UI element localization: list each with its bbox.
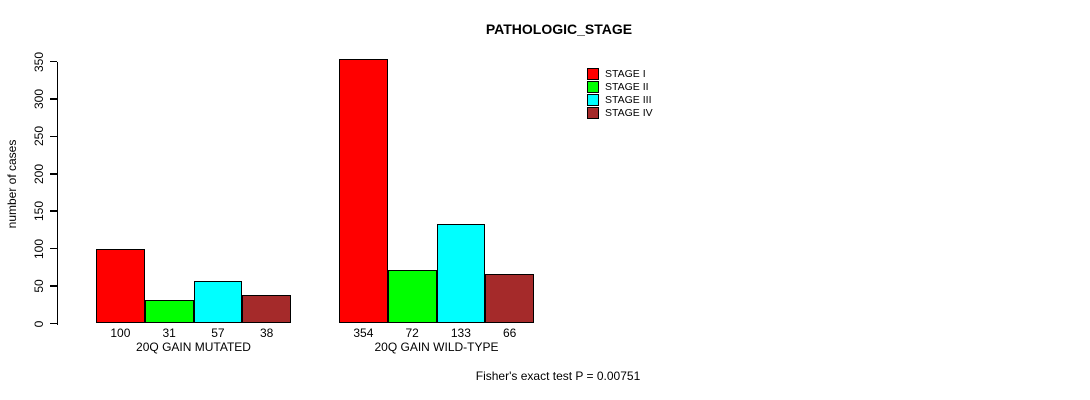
y-axis-tick bbox=[49, 247, 57, 250]
bar-value-label: 72 bbox=[405, 326, 419, 340]
legend-label: STAGE I bbox=[605, 67, 646, 80]
y-axis-tick bbox=[49, 322, 57, 325]
bar bbox=[387, 269, 437, 324]
bar bbox=[485, 274, 534, 324]
legend-swatch-icon bbox=[587, 67, 599, 80]
bar-value-label: 66 bbox=[502, 326, 517, 340]
y-tick-label: 350 bbox=[31, 51, 46, 72]
y-tick-label: 0 bbox=[31, 320, 46, 327]
bar-value-label: 133 bbox=[450, 326, 471, 340]
bar-value-label: 100 bbox=[110, 326, 131, 340]
legend-label: STAGE IV bbox=[605, 106, 653, 119]
bar bbox=[144, 300, 194, 324]
y-tick-label: 250 bbox=[31, 126, 46, 147]
bar bbox=[242, 295, 291, 324]
chart-title: PATHOLOGIC_STAGE bbox=[485, 21, 633, 37]
y-axis-tick bbox=[49, 173, 57, 175]
legend-label: STAGE III bbox=[605, 93, 652, 106]
y-axis-tick bbox=[49, 285, 57, 287]
bar-value-label: 57 bbox=[211, 326, 225, 340]
footnote-text: Fisher's exact test P = 0.00751 bbox=[475, 369, 641, 383]
y-tick-label: 100 bbox=[31, 238, 46, 259]
y-axis-tick bbox=[49, 98, 57, 100]
y-tick-label: 150 bbox=[31, 201, 46, 222]
legend-item: STAGE III bbox=[587, 93, 653, 106]
legend-item: STAGE II bbox=[587, 80, 653, 93]
legend-label: STAGE II bbox=[605, 80, 649, 93]
legend-swatch-icon bbox=[587, 93, 599, 106]
y-tick-label: 300 bbox=[31, 88, 46, 109]
x-group-label: 20Q GAIN MUTATED bbox=[136, 340, 251, 354]
y-tick-label: 200 bbox=[31, 163, 46, 184]
bar-value-label: 38 bbox=[259, 326, 274, 340]
bar bbox=[193, 280, 243, 324]
legend: STAGE I STAGE II STAGE III STAGE IV bbox=[587, 67, 653, 119]
bar bbox=[96, 248, 145, 324]
y-axis-line bbox=[56, 61, 58, 325]
y-axis-tick bbox=[49, 135, 57, 138]
y-axis-tick bbox=[49, 60, 57, 63]
legend-swatch-icon bbox=[587, 80, 599, 93]
bar bbox=[436, 223, 486, 324]
legend-swatch-icon bbox=[587, 106, 599, 119]
y-tick-label: 50 bbox=[31, 279, 46, 293]
bar bbox=[339, 58, 388, 324]
legend-item: STAGE IV bbox=[587, 106, 653, 119]
y-axis-title: number of cases bbox=[5, 139, 19, 229]
x-group-label: 20Q GAIN WILD-TYPE bbox=[374, 340, 499, 354]
bar-value-label: 31 bbox=[162, 326, 176, 340]
legend-item: STAGE I bbox=[587, 67, 653, 80]
y-axis-tick bbox=[49, 210, 57, 212]
bar-value-label: 354 bbox=[353, 326, 374, 340]
